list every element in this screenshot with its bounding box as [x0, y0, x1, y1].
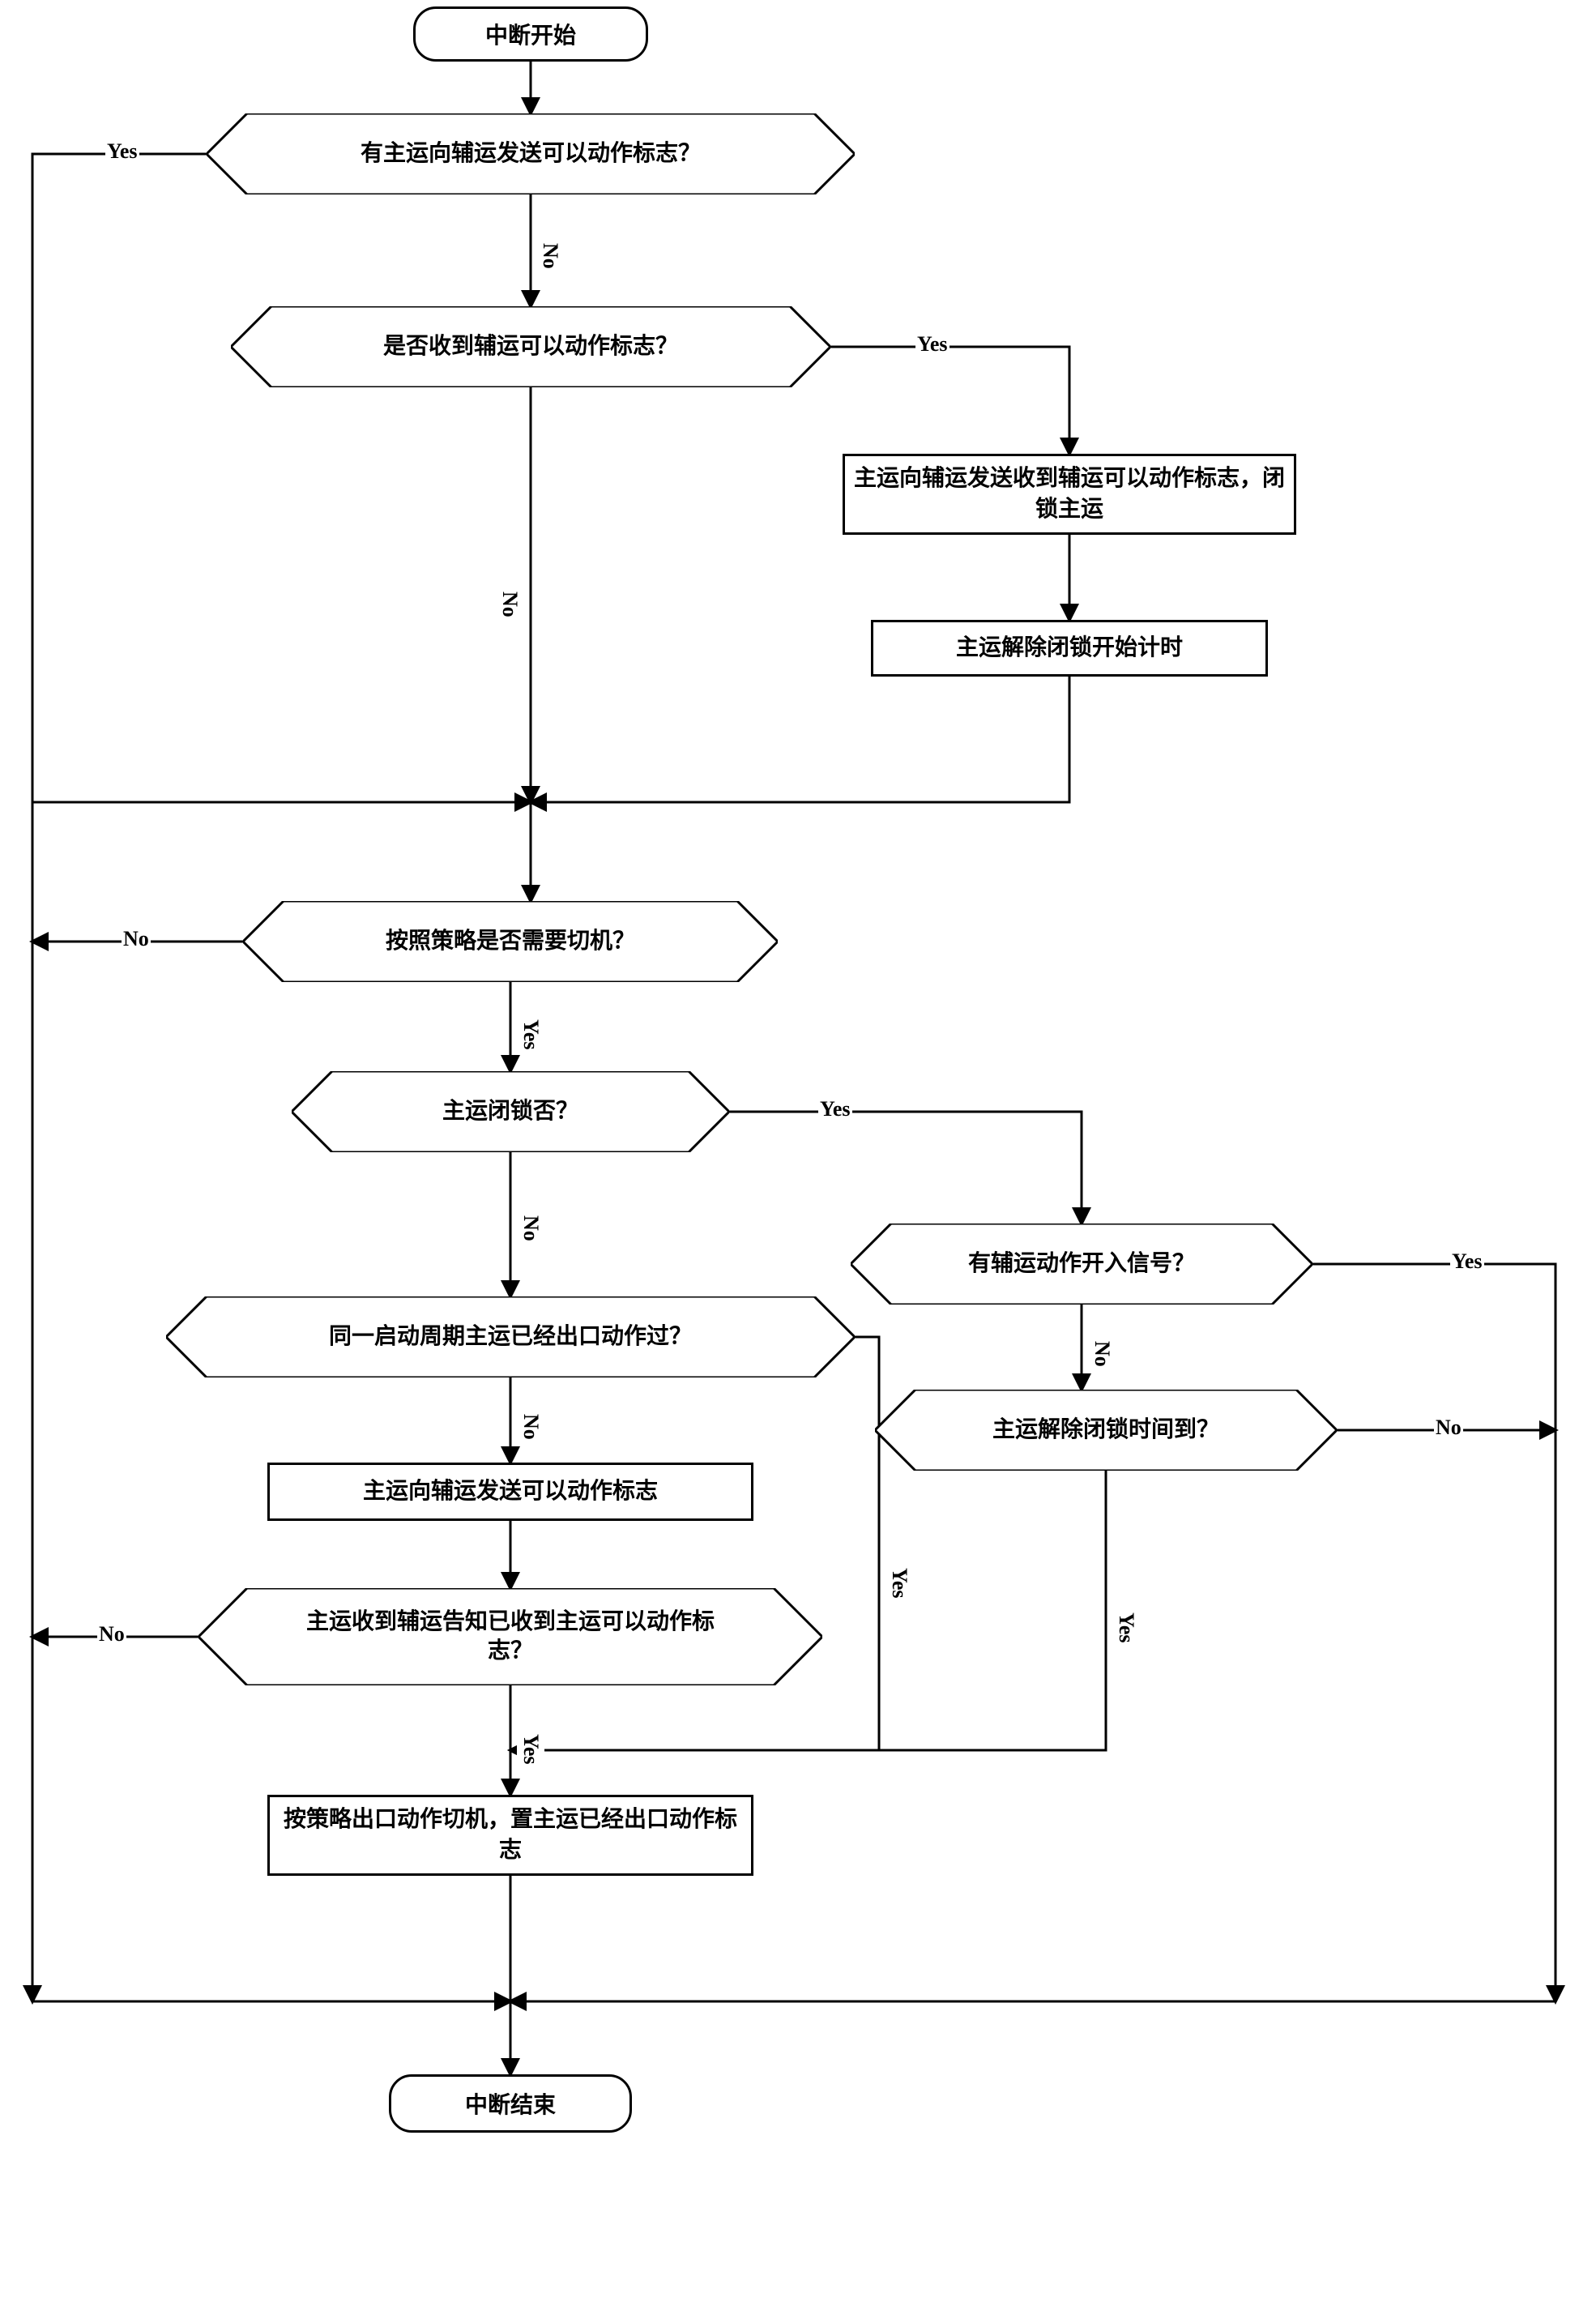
- node-p1: 主运向辅运发送收到辅运可以动作标志，闭锁主运: [843, 454, 1296, 535]
- edge-label-20: No: [97, 1622, 126, 1646]
- node-d3: 按照策略是否需要切机？: [243, 901, 778, 982]
- node-p3: 主运向辅运发送可以动作标志: [267, 1463, 753, 1521]
- edge-label-18: Yes: [885, 1568, 913, 1599]
- node-start: 中断开始: [413, 6, 648, 62]
- edge-label-3: No: [496, 592, 523, 617]
- edge-label-15: No: [1434, 1416, 1463, 1440]
- edge-18: [510, 1337, 879, 1750]
- edge-label-16: Yes: [1112, 1612, 1140, 1643]
- edge-label-9: No: [122, 927, 151, 951]
- edge-11: [729, 1112, 1082, 1224]
- edge-label-14: No: [1088, 1341, 1116, 1367]
- node-d7: 主运解除闭锁时间到？: [875, 1390, 1337, 1471]
- edge-label-2: No: [536, 243, 564, 269]
- edge-1: [32, 154, 207, 2001]
- edge-label-4: Yes: [915, 332, 949, 357]
- edge-label-17: No: [517, 1414, 544, 1440]
- edge-label-11: Yes: [818, 1097, 852, 1121]
- node-d5: 有辅运动作开入信号？: [851, 1224, 1312, 1305]
- edge-6: [531, 677, 1069, 802]
- node-d6: 同一启动周期主运已经出口动作过？: [166, 1296, 855, 1377]
- node-end: 中断结束: [389, 2074, 632, 2133]
- node-d4: 主运闭锁否？: [292, 1071, 729, 1152]
- edge-label-13: Yes: [1450, 1249, 1484, 1274]
- edge-4: [830, 347, 1069, 454]
- node-d8: 主运收到辅运告知已收到主运可以动作标志？: [198, 1588, 822, 1685]
- node-d1: 有主运向辅运发送可以动作标志？: [207, 113, 855, 194]
- node-p4: 按策略出口动作切机，置主运已经出口动作标志: [267, 1795, 753, 1876]
- node-d2: 是否收到辅运可以动作标志？: [231, 306, 830, 387]
- edge-label-1: Yes: [105, 139, 139, 164]
- edge-label-12: No: [517, 1215, 544, 1241]
- edge-13: [1312, 1264, 1555, 2001]
- node-p2: 主运解除闭锁开始计时: [871, 620, 1268, 677]
- edge-label-10: Yes: [517, 1019, 544, 1050]
- edge-label-21: Yes: [517, 1734, 544, 1765]
- flowchart-canvas: 中断开始有主运向辅运发送可以动作标志？ 是否收到辅运可以动作标志？主运向辅运发送收…: [0, 0, 1596, 2302]
